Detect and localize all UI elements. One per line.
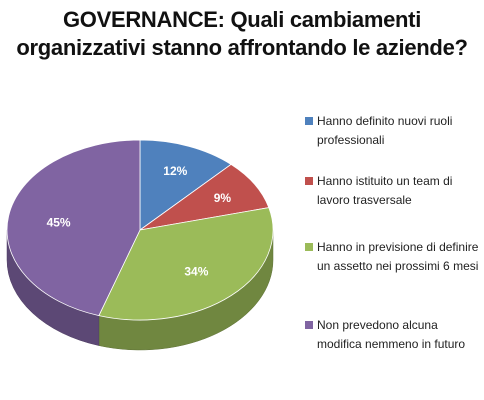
legend-swatch-3 — [305, 321, 313, 329]
pie-label-1: 9% — [214, 191, 232, 205]
chart-title-line-2: organizzativi stanno affrontando le azie… — [16, 35, 468, 60]
pie-top — [6, 139, 274, 321]
legend-swatch-1 — [305, 177, 313, 185]
legend-swatch-2 — [305, 243, 313, 251]
legend-item-0: Hanno definito nuovi ruoli professionali — [305, 112, 480, 172]
pie-label-3: 45% — [47, 215, 71, 229]
pie-slice-2 — [98, 207, 274, 321]
legend-label-2: Hanno in previsione di definire un asset… — [317, 240, 479, 273]
legend-label-0: Hanno definito nuovi ruoli professionali — [317, 114, 453, 147]
legend-label-3: Non prevedono alcuna modifica nemmeno in… — [317, 318, 466, 351]
chart-title: GOVERNANCE: Quali cambiamenti organizzat… — [0, 6, 484, 62]
legend-label-1: Hanno istituito un team di lavoro trasve… — [317, 174, 453, 207]
legend-item-1: Hanno istituito un team di lavoro trasve… — [305, 172, 480, 238]
legend-item-3: Non prevedono alcuna modifica nemmeno in… — [305, 316, 480, 376]
legend-swatch-0 — [305, 117, 313, 125]
legend: Hanno definito nuovi ruoli professionali… — [305, 112, 480, 376]
chart-title-line-1: GOVERNANCE: Quali cambiamenti — [62, 7, 422, 32]
pie-label-0: 12% — [163, 164, 187, 178]
pie-labels: 12% 9% 34% 45% — [47, 164, 232, 279]
legend-item-2: Hanno in previsione di definire un asset… — [305, 238, 480, 316]
pie-slice-3 — [6, 139, 141, 317]
pie-label-2: 34% — [184, 265, 208, 279]
pie-slice-0 — [139, 139, 232, 231]
